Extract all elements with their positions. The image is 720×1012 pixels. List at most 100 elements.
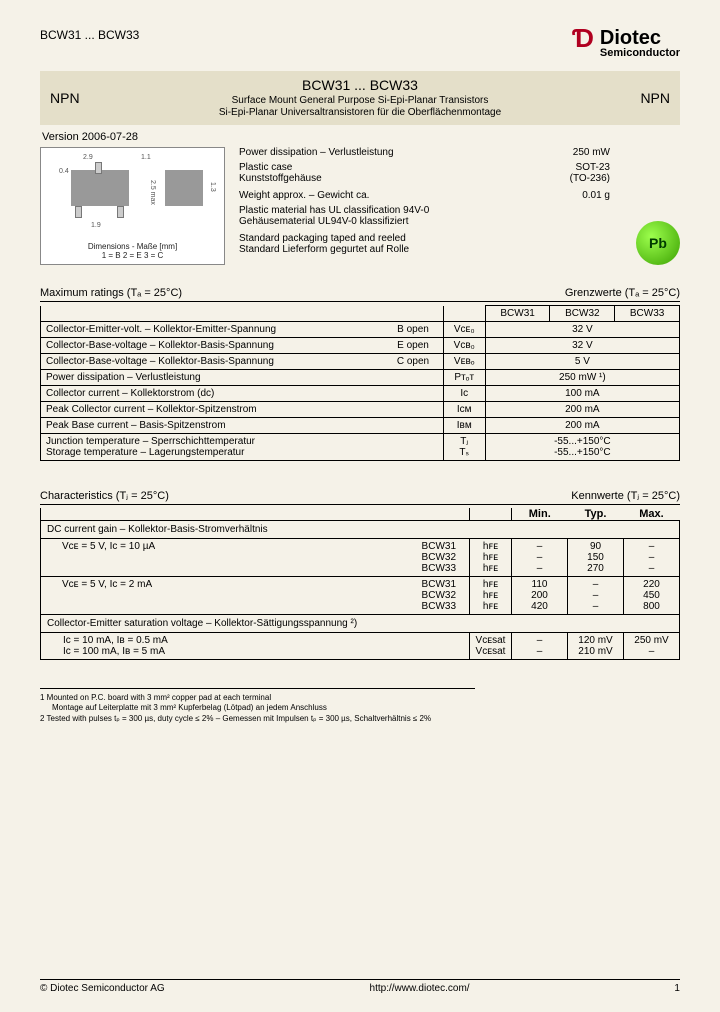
characteristics-table: Min. Typ. Max. DC current gain – Kollekt…: [40, 508, 680, 660]
weight-label: Weight approx. – Gewicht ca.: [239, 190, 369, 201]
rating-param: Collector-Emitter-volt. – Kollektor-Emit…: [41, 322, 384, 338]
pkg-caption1: Dimensions - Maße [mm]: [41, 242, 224, 251]
power-label: Power dissipation – Verlustleistung: [239, 147, 394, 158]
case-v2: (TO-236): [570, 173, 610, 184]
logo-mark: Ɗ: [572, 28, 594, 49]
npn-left: NPN: [50, 90, 80, 106]
rating-param: Power dissipation – Verlustleistung: [41, 370, 384, 386]
pack-de: Standard Lieferform gegurtet auf Rolle: [239, 244, 680, 255]
temp-s1: Tⱼ: [449, 436, 480, 447]
title-range: BCW31 ... BCW33: [92, 77, 629, 93]
title-desc-de: Si-Epi-Planar Universaltransistoren für …: [92, 107, 629, 119]
rating-cond: B open: [383, 322, 443, 338]
rating-sym: Vᴄʙ₀: [443, 338, 485, 354]
temp-v2: -55...+150°C: [491, 447, 674, 458]
title-desc-en: Surface Mount General Purpose Si-Epi-Pla…: [92, 95, 629, 107]
sat-max2: –: [629, 646, 674, 657]
foot-left: © Diotec Semiconductor AG: [40, 983, 165, 994]
rating-cond: E open: [383, 338, 443, 354]
sat-min1: –: [517, 635, 562, 646]
sat-min2: –: [517, 646, 562, 657]
char-cond: Vᴄᴇ = 5 V, Iᴄ = 2 mABCW31BCW32BCW33: [41, 577, 470, 615]
temp-v1: -55...+150°C: [491, 436, 674, 447]
char-head-right: Kennwerte (Tⱼ = 25°C): [571, 489, 680, 502]
brand-name: Diotec: [600, 28, 680, 48]
rating-val: 5 V: [485, 354, 679, 370]
dim-pitch: 1.9: [91, 222, 101, 229]
footnotes: 1 Mounted on P.C. board with 3 mm² coppe…: [40, 688, 475, 724]
ratings-col-0: BCW31: [485, 306, 550, 322]
dim-h: 2.5 max: [149, 180, 156, 205]
pack-en: Standard packaging taped and reeled: [239, 233, 680, 244]
rating-sym: Iᴄᴍ: [443, 402, 485, 418]
rating-val: 32 V: [485, 322, 679, 338]
char-col-min: Min.: [512, 508, 568, 521]
dim-notch: 1.1: [141, 154, 151, 161]
page-footer: © Diotec Semiconductor AG http://www.dio…: [40, 979, 680, 994]
char-col-max: Max.: [624, 508, 680, 521]
sat-c1: Iᴄ = 10 mA, Iʙ = 0.5 mA: [63, 635, 464, 646]
case-en: Plastic case: [239, 162, 292, 173]
weight-val: 0.01 g: [582, 190, 610, 201]
char-sym: hꜰᴇhꜰᴇhꜰᴇ: [470, 577, 512, 615]
temp-s2: Tₛ: [449, 447, 480, 458]
char-cond: Vᴄᴇ = 5 V, Iᴄ = 10 µABCW31BCW32BCW33: [41, 539, 470, 577]
case-v1: SOT-23: [576, 162, 610, 173]
char-min: 110200420: [512, 577, 568, 615]
case-de: Kunststoffgehäuse: [239, 173, 322, 184]
version-date: Version 2006-07-28: [42, 131, 680, 143]
fn-1b: Montage auf Leiterplatte mit 3 mm² Kupfe…: [40, 703, 475, 713]
ratings-col-2: BCW33: [615, 306, 680, 322]
rating-param: Peak Collector current – Kollektor-Spitz…: [41, 402, 384, 418]
foot-right: 1: [674, 983, 680, 994]
char-max: 220450800: [624, 577, 680, 615]
sat-title: Collector-Emitter saturation voltage – K…: [41, 615, 680, 633]
sat-c2: Iᴄ = 100 mA, Iʙ = 5 mA: [63, 646, 464, 657]
power-val: 250 mW: [573, 147, 610, 158]
ul-en: Plastic material has UL classification 9…: [239, 205, 680, 216]
dim-w: 2.9: [83, 154, 93, 161]
char-typ: –––: [568, 577, 624, 615]
rating-cond: [383, 418, 443, 434]
sat-typ2: 210 mV: [573, 646, 618, 657]
rating-val: 100 mA: [485, 386, 679, 402]
rating-sym: Vᴄᴇ₀: [443, 322, 485, 338]
rating-param: Collector-Base-voltage – Kollektor-Basis…: [41, 354, 384, 370]
sat-s2: Vᴄᴇsat: [475, 646, 506, 657]
sat-s1: Vᴄᴇsat: [475, 635, 506, 646]
char-min: –––: [512, 539, 568, 577]
ratings-table: BCW31 BCW32 BCW33 Collector-Emitter-volt…: [40, 305, 680, 461]
rating-cond: [383, 402, 443, 418]
dc-gain-title: DC current gain – Kollektor-Basis-Stromv…: [41, 521, 680, 539]
rating-val: 200 mA: [485, 418, 679, 434]
title-bar: NPN BCW31 ... BCW33 Surface Mount Genera…: [40, 71, 680, 125]
foot-center: http://www.diotec.com/: [370, 983, 470, 994]
sat-typ1: 120 mV: [573, 635, 618, 646]
ratings-head-right: Grenzwerte (Tₐ = 25°C): [565, 287, 680, 299]
temp-p1: Junction temperature – Sperrschichttempe…: [46, 436, 438, 447]
rating-val: 200 mA: [485, 402, 679, 418]
fn-2: 2 Tested with pulses tₚ = 300 µs, duty c…: [40, 714, 475, 724]
package-diagram: 2.9 1.1 0.4 2.5 max 1.3 1.9 Dimensions -…: [40, 147, 225, 265]
rating-param: Peak Base current – Basis-Spitzenstrom: [41, 418, 384, 434]
pb-free-badge: Pb: [636, 221, 680, 265]
part-range-header: BCW31 ... BCW33: [40, 28, 139, 42]
rating-cond: [383, 370, 443, 386]
pkg-caption2: 1 = B 2 = E 3 = C: [41, 251, 224, 260]
rating-val: 250 mW ¹): [485, 370, 679, 386]
rating-sym: Pтₒт: [443, 370, 485, 386]
rating-param: Collector current – Kollektorstrom (dc): [41, 386, 384, 402]
rating-val: 32 V: [485, 338, 679, 354]
char-col-typ: Typ.: [568, 508, 624, 521]
brand-logo: Ɗ Diotec Semiconductor: [572, 28, 680, 59]
ul-de: Gehäusematerial UL94V-0 klassifiziert: [239, 216, 680, 227]
rating-cond: C open: [383, 354, 443, 370]
specs-block: Power dissipation – Verlustleistung 250 m…: [239, 147, 680, 265]
rating-cond: [383, 386, 443, 402]
dim-side: 1.3: [209, 182, 216, 192]
rating-param: Collector-Base-voltage – Kollektor-Basis…: [41, 338, 384, 354]
rating-sym: Iᴄ: [443, 386, 485, 402]
brand-sub: Semiconductor: [600, 48, 680, 59]
temp-p2: Storage temperature – Lagerungstemperatu…: [46, 447, 438, 458]
fn-1a: 1 Mounted on P.C. board with 3 mm² coppe…: [40, 693, 475, 703]
